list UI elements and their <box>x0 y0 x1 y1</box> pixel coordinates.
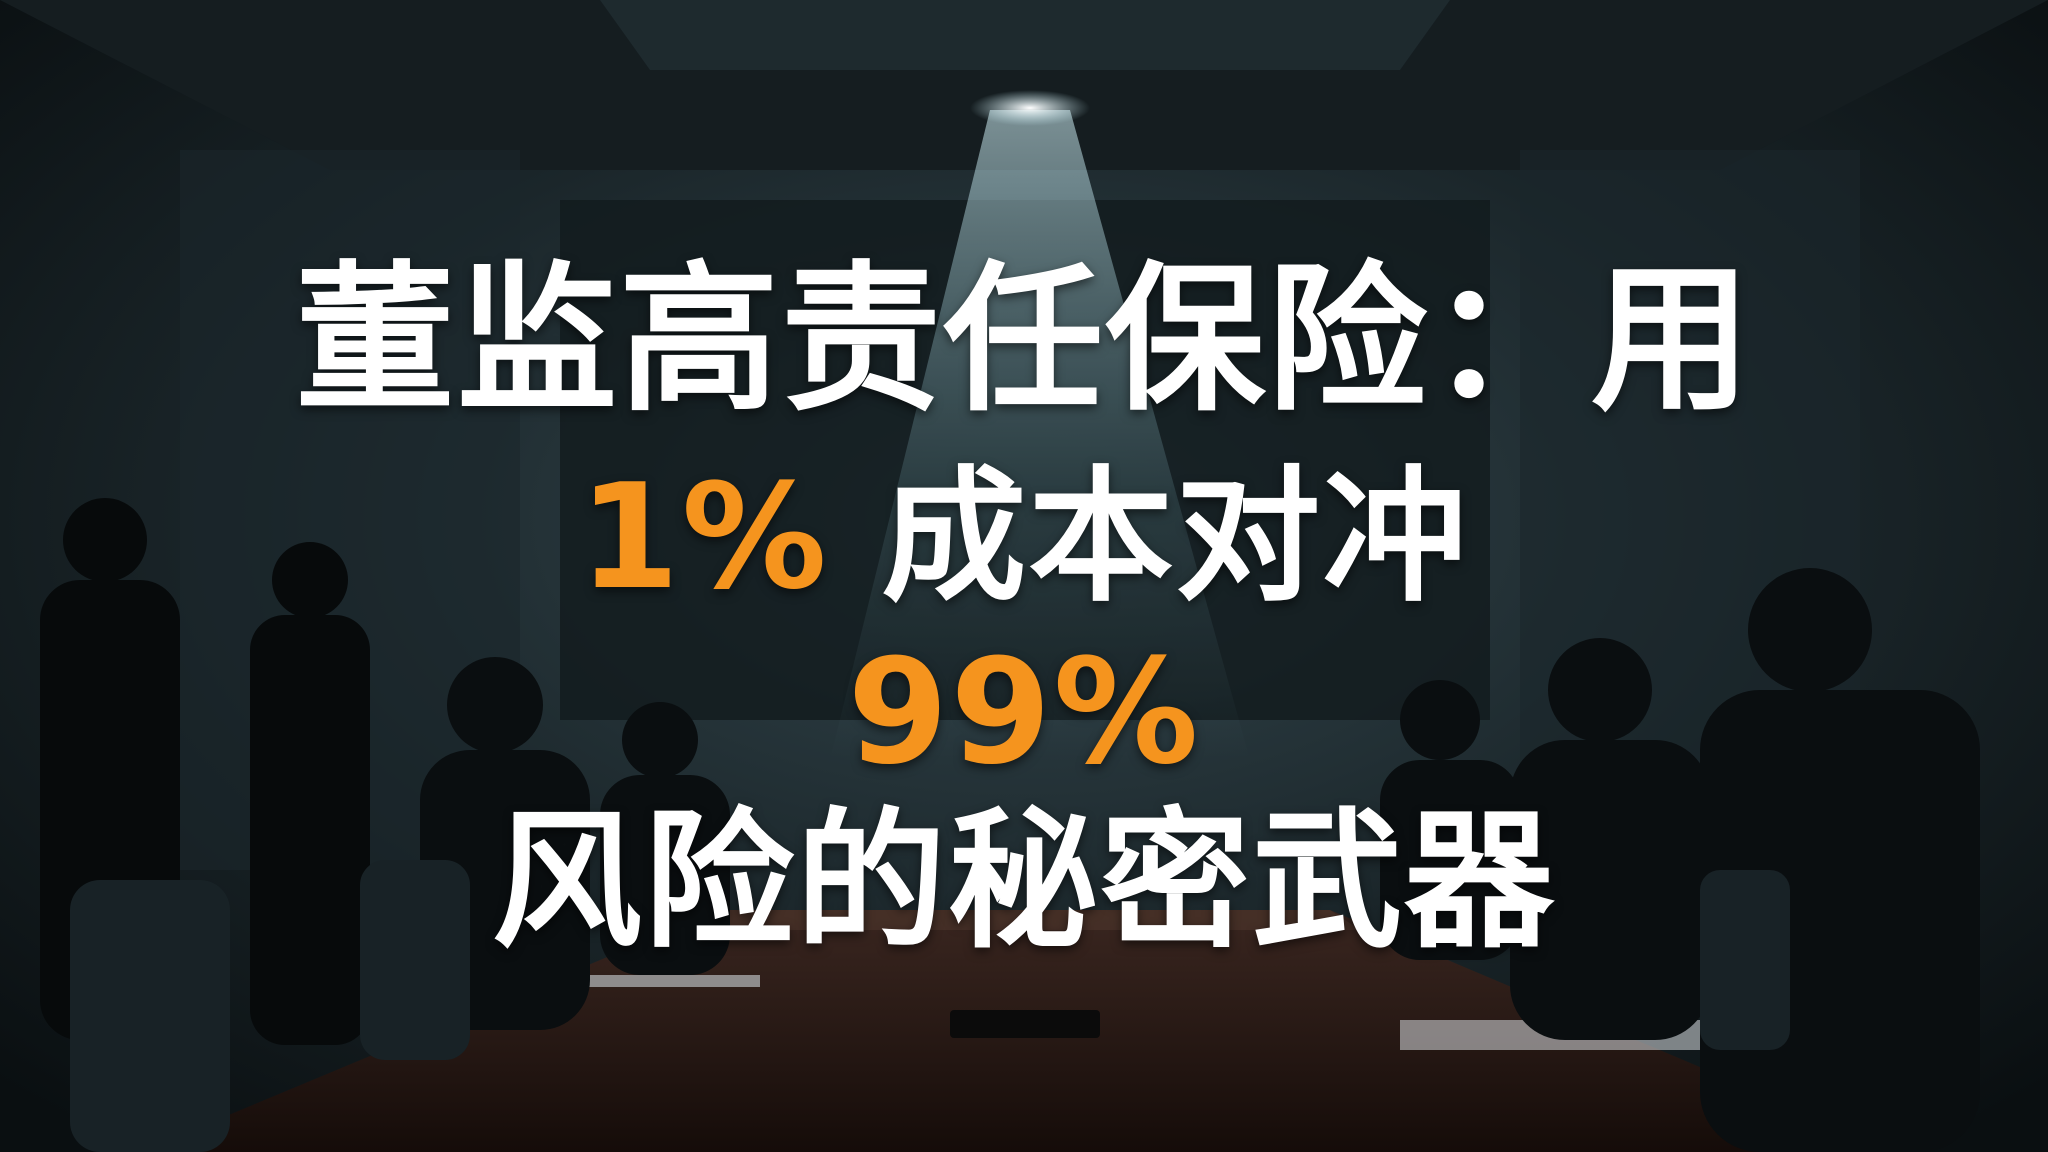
headline-line-2: 1% 成本对冲 <box>0 455 2048 620</box>
headline-line-4: 风险的秘密武器 <box>491 795 1556 969</box>
headline-highlight-1-percent: 1% <box>578 453 829 622</box>
headline-line-2-text: 成本对冲 <box>828 453 1470 622</box>
headline-highlight-99-percent: 99% <box>847 628 1201 797</box>
headline-line-1: 董监高责任保险：用 <box>294 246 1753 433</box>
